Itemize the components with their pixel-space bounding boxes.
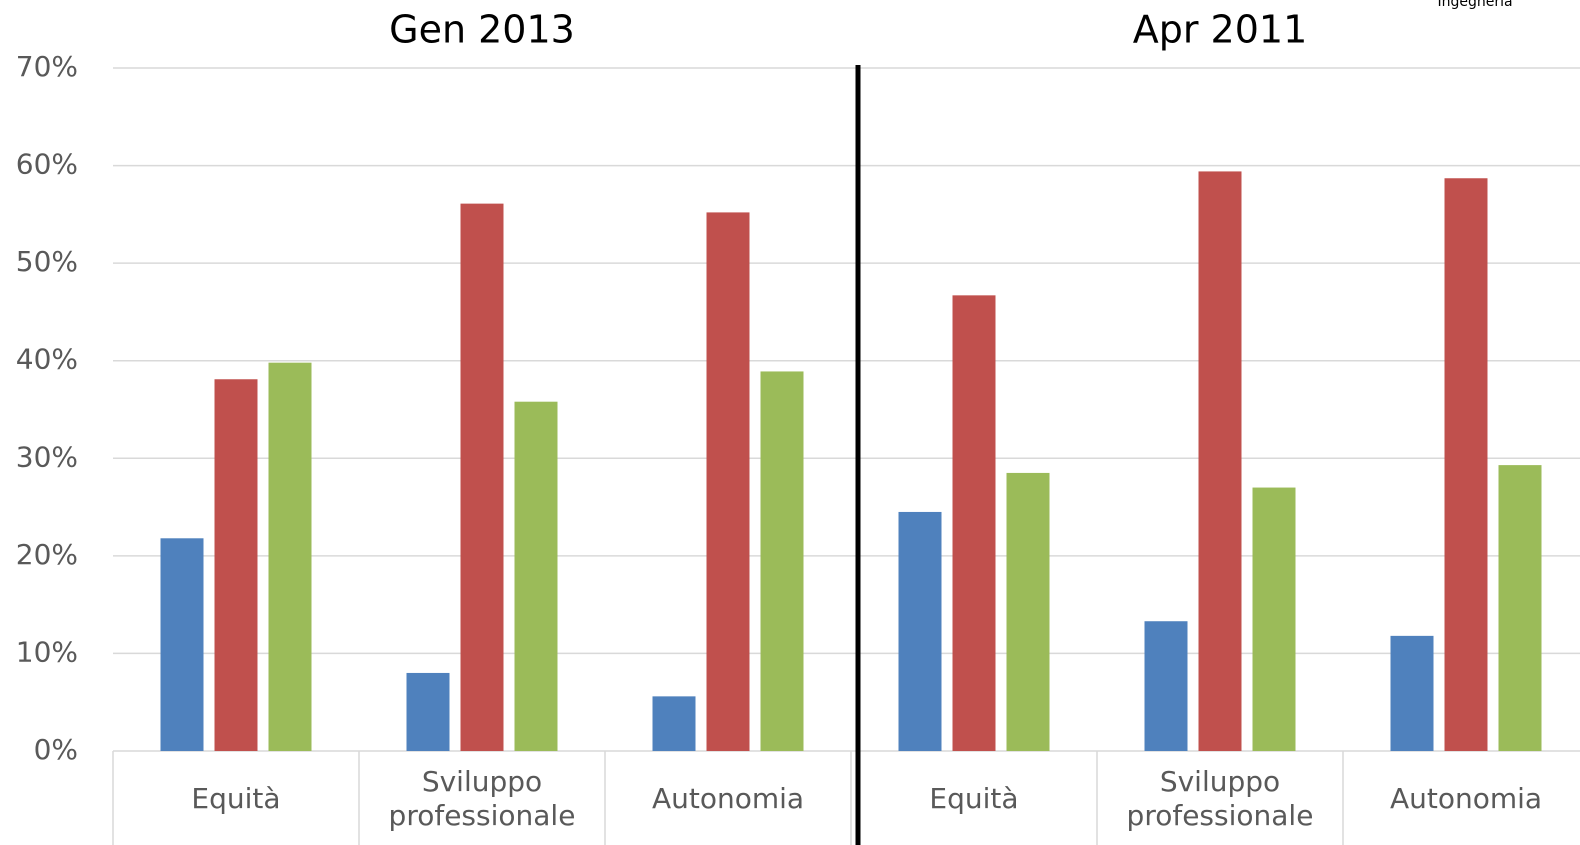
x-tick-label: Equità	[191, 781, 281, 815]
y-tick-label: 0%	[34, 733, 78, 766]
bar	[1144, 621, 1188, 751]
bar	[652, 696, 696, 751]
bar	[1252, 487, 1296, 751]
y-tick-label: 20%	[16, 538, 78, 571]
bar	[952, 295, 996, 751]
x-tick-label: Autonomia	[651, 781, 805, 815]
x-tick-label: Equità	[929, 781, 1019, 815]
bar	[1390, 635, 1434, 751]
bar	[514, 401, 558, 751]
y-tick-label: 30%	[16, 440, 78, 473]
panel-title: Apr 2011	[1133, 8, 1308, 52]
bar	[406, 672, 450, 751]
bar	[1498, 465, 1542, 751]
bar	[460, 203, 504, 752]
y-tick-label: 50%	[16, 245, 78, 278]
x-tick-label: Sviluppo professionale	[388, 764, 576, 832]
y-tick-label: 40%	[16, 343, 78, 376]
y-tick-label: 60%	[16, 148, 78, 181]
y-tick-label: 10%	[16, 635, 78, 668]
bar	[898, 511, 942, 751]
bar	[214, 379, 258, 751]
annotation: Ingegneria	[1437, 0, 1512, 10]
bar	[706, 212, 750, 752]
bar	[1444, 178, 1488, 751]
bar	[1198, 171, 1242, 751]
bar	[268, 362, 312, 751]
bar	[1006, 472, 1050, 751]
y-tick-label: 70%	[16, 50, 78, 83]
panel-title: Gen 2013	[389, 8, 575, 52]
bar	[160, 538, 204, 751]
x-tick-label: Sviluppo professionale	[1126, 764, 1314, 832]
bar	[760, 371, 804, 751]
x-tick-label: Autonomia	[1389, 781, 1543, 815]
